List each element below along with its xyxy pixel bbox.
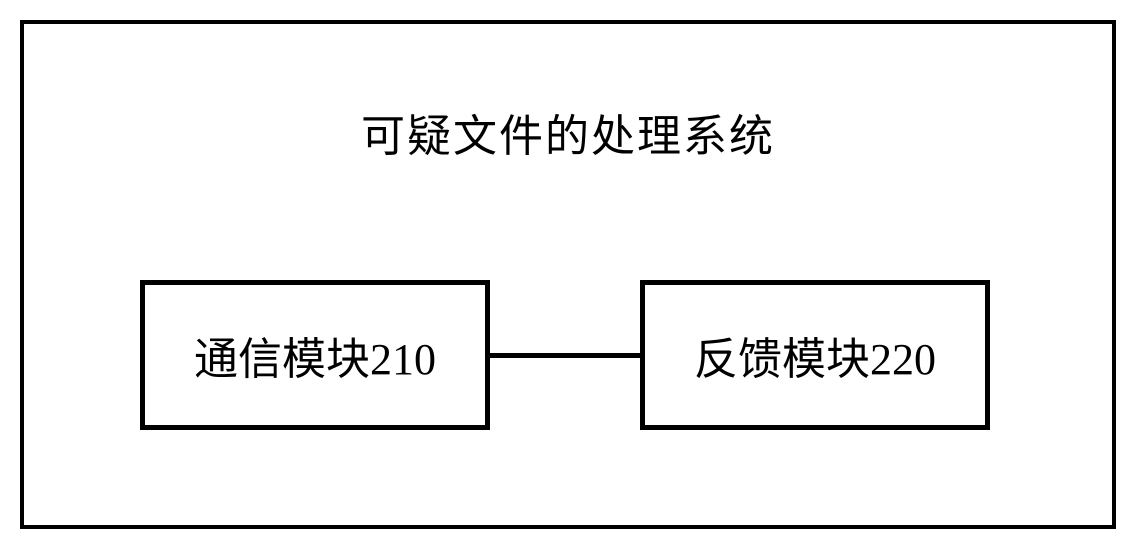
- module-connector-line: [490, 353, 640, 358]
- module-feedback: 反馈模块220: [640, 280, 990, 430]
- system-title: 可疑文件的处理系统: [0, 100, 1136, 164]
- module-communication: 通信模块210: [140, 280, 490, 430]
- system-outer-box: [20, 20, 1116, 529]
